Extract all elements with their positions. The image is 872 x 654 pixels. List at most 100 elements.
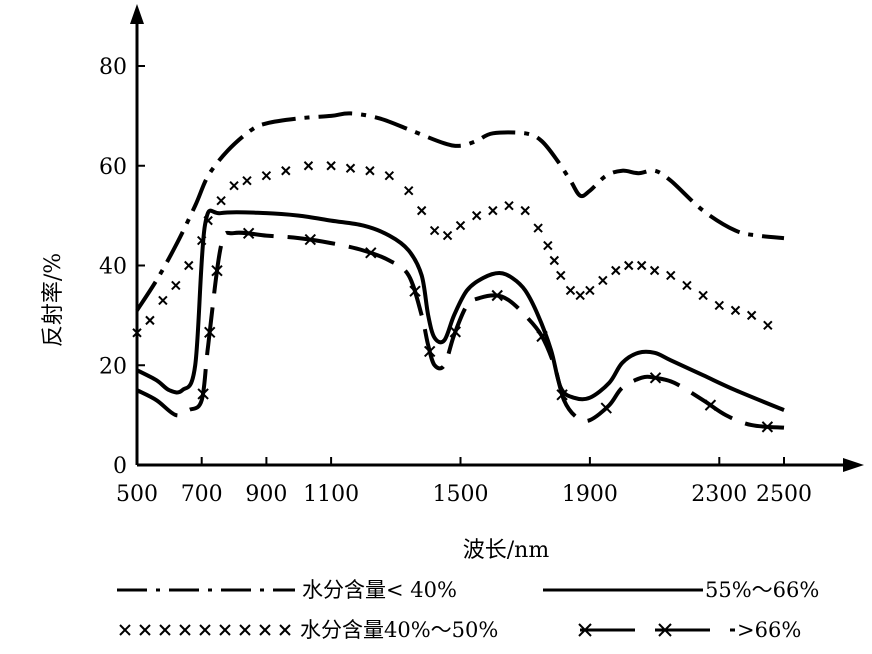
series-3-marker-4	[304, 233, 317, 246]
series-1-point-39-stroke-b	[682, 280, 692, 291]
legend-swatch-x-3	[179, 624, 191, 636]
series-1-point-36	[636, 260, 647, 271]
x-tick-label-3: 1100	[303, 482, 359, 507]
legend-swatch-x-2-stroke-b	[159, 624, 171, 636]
series-1-point-8	[229, 180, 239, 191]
series-3-marker-3-stroke-b	[242, 227, 255, 240]
legend-swatch-x-6	[239, 624, 251, 636]
series-1-point-34	[611, 265, 621, 276]
series-1-point-30-stroke-b	[565, 285, 576, 296]
x-tick-label-2: 900	[245, 482, 287, 507]
series-1-point-40-stroke-b	[698, 290, 708, 301]
series-1-point-38	[666, 270, 676, 281]
series-1-point-28-stroke-b	[549, 255, 560, 266]
series-1-point-32	[585, 285, 595, 296]
series-1-point-21	[455, 220, 466, 231]
series-1-point-35	[624, 260, 634, 271]
legend-swatch-x-a	[578, 623, 592, 637]
legend-swatch-x-7	[259, 624, 271, 636]
series-1-point-43	[746, 310, 757, 321]
legend-swatch-x-7-stroke-b	[259, 624, 271, 636]
series-0-line	[135, 111, 785, 312]
series-1-point-27-stroke-b	[543, 240, 553, 251]
x-tick-label-1: 700	[181, 482, 223, 507]
series-1-point-37	[649, 265, 660, 276]
series-1-point-7	[216, 195, 226, 206]
series-1-point-39	[682, 280, 692, 291]
series-1-point-3-stroke-b	[171, 280, 181, 291]
series-3-marker-12-stroke-b	[600, 402, 612, 414]
series-1-point-10-stroke-b	[261, 171, 272, 181]
series-1	[132, 161, 773, 338]
legend-entry-2: 水分含量40%～50%	[119, 618, 498, 642]
series-1-point-31-stroke-b	[575, 290, 585, 301]
series-1-point-23-stroke-b	[488, 205, 498, 216]
series-3-marker-0	[197, 388, 209, 400]
series-1-point-18	[416, 205, 427, 216]
series-3-marker-7-stroke-b	[423, 345, 436, 358]
legend-swatch-x-1	[139, 624, 151, 636]
series-1-point-2-stroke-b	[158, 295, 168, 306]
series-1-point-18-stroke-b	[416, 205, 427, 216]
series-3-marker-11	[556, 389, 568, 401]
legend-swatch-x-0-stroke-b	[119, 624, 131, 636]
x-tick-label-6: 2300	[691, 482, 747, 507]
series-3-marker-14	[704, 399, 717, 411]
legend-label-2: 水分含量40%～50%	[300, 618, 498, 642]
x-tick-label-0: 500	[116, 482, 158, 507]
series-1-point-9	[242, 176, 252, 186]
series-1-point-11-stroke-b	[281, 166, 291, 176]
series-1-point-37-stroke-b	[649, 265, 660, 276]
series-1-point-15-stroke-b	[365, 166, 375, 176]
series-1-point-1	[145, 315, 155, 326]
series-0	[135, 111, 785, 312]
series-1-point-2	[158, 295, 168, 306]
series-1-point-41	[714, 300, 725, 311]
series-3-marker-8-stroke-b	[449, 326, 461, 338]
legend-swatch-x-3-stroke-b	[179, 624, 191, 636]
series-1-point-42	[730, 305, 741, 316]
series-3-marker-0-stroke-b	[197, 388, 209, 400]
series-1-point-1-stroke-b	[145, 315, 155, 326]
y-tick-label-1: 20	[99, 354, 127, 379]
series-3-line	[136, 230, 785, 430]
series-1-point-13-stroke-b	[326, 161, 336, 171]
series-3-marker-13-stroke-b	[649, 372, 662, 384]
series-3-marker-2-stroke-b	[211, 265, 223, 277]
series-3-marker-10-stroke-b	[536, 330, 548, 343]
x-axis-arrow	[843, 458, 864, 472]
series-3-marker-4-stroke-b	[304, 233, 317, 246]
series-1-point-25-stroke-b	[520, 205, 530, 216]
series-1-point-22-stroke-b	[471, 210, 482, 221]
series-1-point-19	[429, 225, 440, 236]
series-3-marker-8	[449, 326, 461, 338]
series-1-point-12-stroke-b	[303, 161, 314, 171]
legend-entry-1: 55%～66%	[543, 578, 819, 602]
series-3-marker-10	[536, 330, 548, 343]
x-axis-label: 波长/nm	[463, 538, 550, 563]
series-1-point-21-stroke-b	[455, 220, 466, 231]
series-3-marker-6	[409, 285, 421, 297]
series-1-point-38-stroke-b	[666, 270, 676, 281]
series-3-marker-11-stroke-b	[556, 389, 568, 401]
series-1-point-16-stroke-b	[384, 171, 395, 181]
series-1-point-0-stroke-b	[132, 328, 142, 338]
series-2	[136, 208, 785, 412]
series-3-marker-13	[649, 372, 662, 384]
series-1-point-24-stroke-b	[504, 200, 514, 211]
series-3	[136, 227, 785, 433]
legend-swatch-x-1-stroke-b	[139, 624, 151, 636]
series-1-point-19-stroke-b	[429, 225, 440, 236]
series-1-point-41-stroke-b	[714, 300, 725, 311]
x-tick-label-4: 1500	[433, 482, 489, 507]
series-3-marker-2	[211, 265, 223, 277]
series-1-point-27	[543, 240, 553, 251]
x-ticks: 500 700 900 1100 1500 1900 2300 2500	[116, 457, 812, 507]
series-3-marker-12	[600, 402, 612, 414]
series-1-point-33	[598, 275, 608, 286]
series-3-marker-7	[423, 345, 436, 358]
axes	[130, 4, 864, 472]
series-1-point-36-stroke-b	[636, 260, 647, 271]
series-1-point-32-stroke-b	[585, 285, 595, 296]
y-axis-arrow	[130, 4, 144, 24]
